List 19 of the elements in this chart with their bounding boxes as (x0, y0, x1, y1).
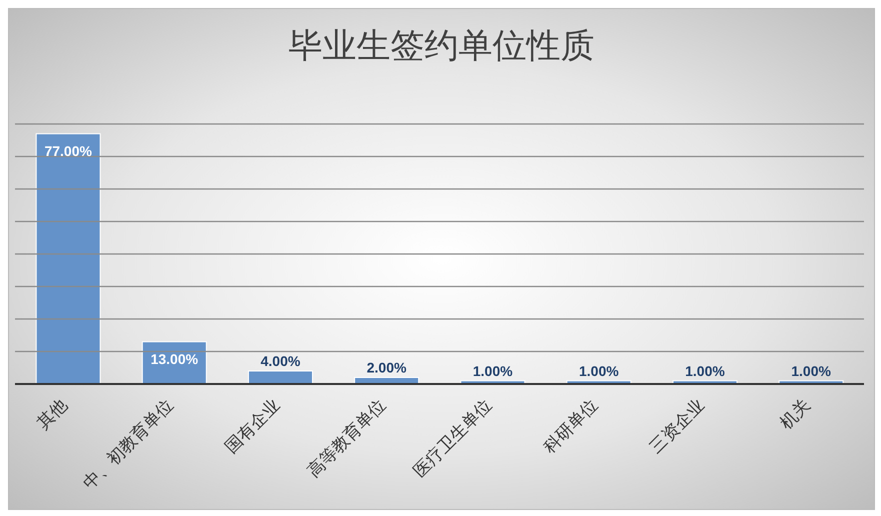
x-tick-label: 医疗卫生单位 (410, 395, 496, 482)
data-label: 2.00% (366, 360, 407, 376)
bar (36, 133, 101, 384)
x-tick-label: 机关 (776, 395, 814, 434)
data-label: 1.00% (791, 362, 832, 379)
chart-title: 毕业生签约单位性质 (288, 25, 596, 68)
data-label: 1.00% (579, 362, 620, 379)
x-tick-label: 中、初教育单位 (79, 395, 178, 494)
data-label: 4.00% (260, 353, 301, 369)
x-tick-label: 三资企业 (646, 395, 708, 458)
bar (248, 370, 313, 384)
data-label: 1.00% (472, 362, 514, 379)
x-tick-label: 国有企业 (222, 395, 284, 458)
data-label: 13.00% (150, 350, 199, 367)
data-label: 1.00% (685, 362, 726, 379)
x-tick-label: 高等教育单位 (304, 395, 390, 482)
data-label: 77.00% (44, 142, 93, 159)
x-tick-label: 其他 (33, 395, 72, 434)
x-tick-label: 科研单位 (540, 395, 602, 458)
